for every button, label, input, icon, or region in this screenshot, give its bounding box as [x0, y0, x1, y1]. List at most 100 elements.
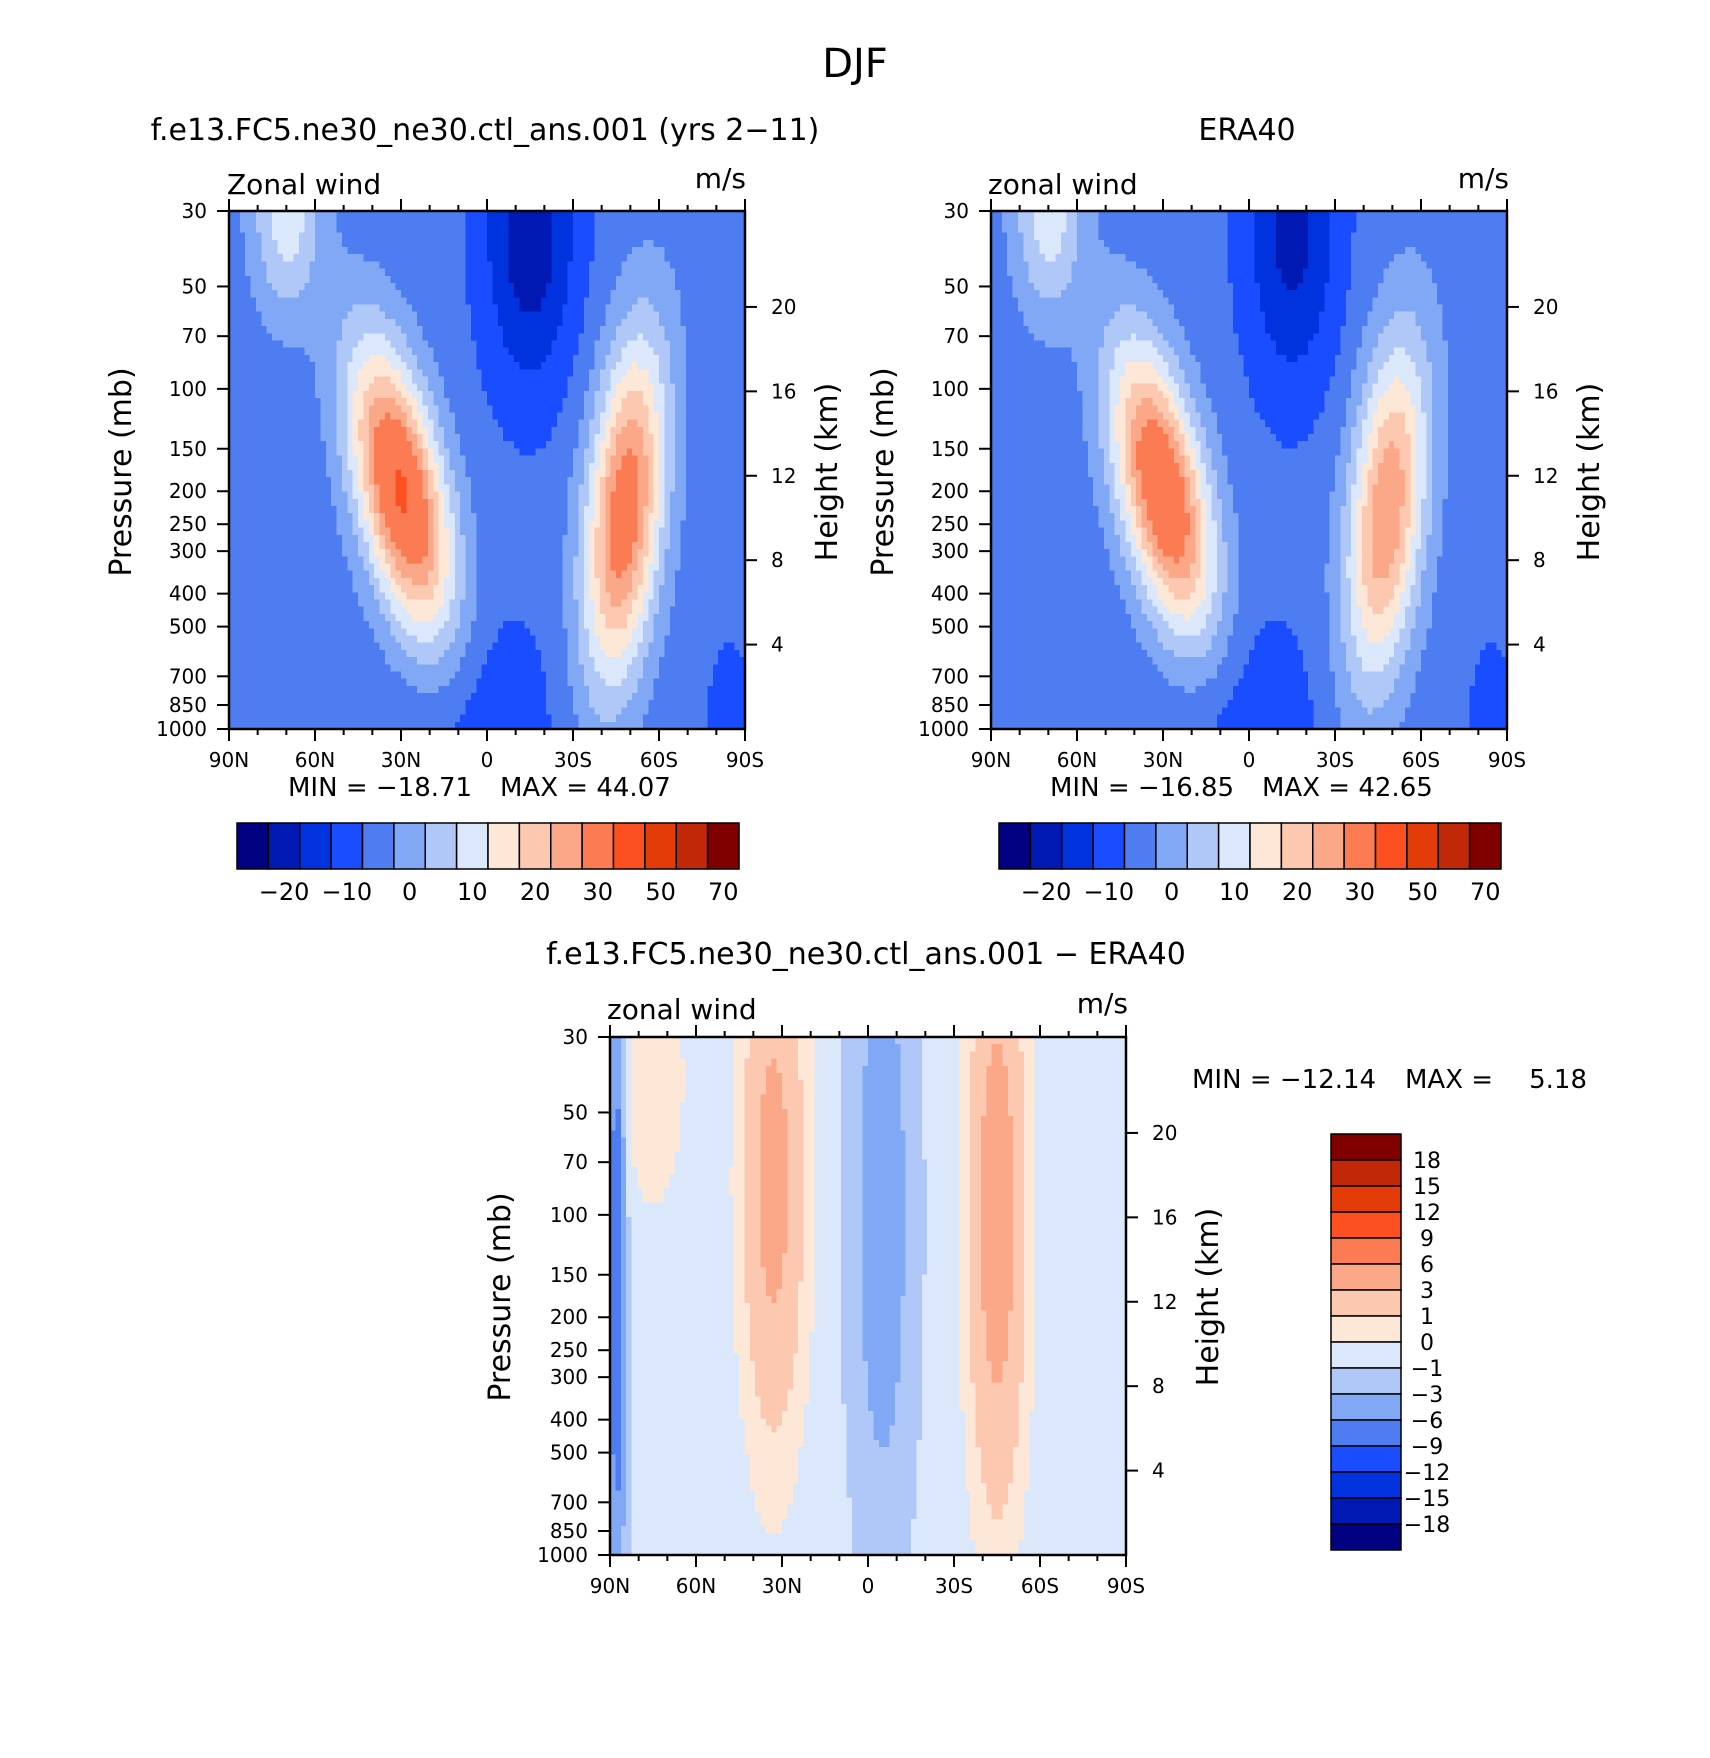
panel-difference-title: f.e13.FC5.ne30_ne30.ctl_ans.001 − ERA40: [546, 937, 1186, 972]
colorbar-swatch: [1331, 1342, 1401, 1368]
y-tick-label: 200: [550, 1305, 588, 1329]
colorbar-label: 3: [1420, 1279, 1434, 1304]
colorbar-label: −15: [1404, 1487, 1450, 1512]
y-tick-label: 300: [931, 539, 969, 563]
colorbar-swatch: [1331, 1420, 1401, 1446]
colorbar-swatch: [268, 823, 299, 869]
height-tick-label: 4: [771, 633, 784, 657]
panel-model-title: f.e13.FC5.ne30_ne30.ctl_ans.001 (yrs 2−1…: [151, 113, 820, 148]
colorbar-swatch: [1331, 1316, 1401, 1342]
y-tick-label: 30: [563, 1025, 588, 1049]
colorbar-swatch: [425, 823, 456, 869]
panel-difference-ylabel-right: Height (km): [1191, 1208, 1226, 1387]
colorbar-label: −3: [1411, 1383, 1443, 1408]
x-tick-label: 30N: [762, 1574, 802, 1598]
colorbar-label: −20: [259, 878, 310, 906]
colorbar-label: 20: [520, 878, 551, 906]
panel-model-ylabel-right: Height (km): [810, 383, 845, 562]
panel-era40-ylabel: Pressure (mb): [866, 367, 901, 576]
panel-era40-units: m/s: [1458, 162, 1509, 195]
x-tick-label: 60S: [1402, 748, 1440, 772]
colorbar-label: −1: [1411, 1357, 1443, 1382]
y-tick-label: 500: [169, 615, 207, 639]
y-tick-label: 300: [169, 539, 207, 563]
colorbar-swatch: [645, 823, 676, 869]
panel-era40-title: ERA40: [1198, 113, 1295, 148]
colorbar-swatch: [1331, 1186, 1401, 1212]
colorbar-swatch: [1331, 1264, 1401, 1290]
colorbar-swatch: [1062, 823, 1093, 869]
y-tick-label: 50: [182, 274, 207, 298]
colorbar-label: 18: [1413, 1149, 1441, 1174]
colorbar-swatch: [1331, 1160, 1401, 1186]
colorbar-swatch: [331, 823, 362, 869]
colorbar-swatch: [1331, 1134, 1401, 1160]
colorbar-swatch: [1331, 1212, 1401, 1238]
y-tick-label: 500: [550, 1441, 588, 1465]
colorbar-swatch: [1093, 823, 1124, 869]
colorbar-swatch: [1187, 823, 1218, 869]
colorbar-label: −10: [321, 878, 372, 906]
y-tick-label: 700: [931, 664, 969, 688]
y-tick-label: 1000: [156, 717, 207, 741]
y-tick-label: 150: [931, 437, 969, 461]
colorbar-swatch: [1281, 823, 1312, 869]
x-tick-label: 60S: [1021, 1574, 1059, 1598]
height-tick-label: 16: [1533, 379, 1558, 403]
y-tick-label: 400: [550, 1408, 588, 1432]
panel-era40-ylabel-right: Height (km): [1572, 383, 1607, 562]
y-tick-label: 1000: [537, 1543, 588, 1567]
height-tick-label: 20: [1533, 295, 1558, 319]
y-tick-label: 700: [550, 1490, 588, 1514]
colorbar-swatch: [1331, 1368, 1401, 1394]
colorbar-label: −10: [1083, 878, 1134, 906]
colorbar-label: 0: [1164, 878, 1179, 906]
colorbar-label: 12: [1413, 1201, 1441, 1226]
colorbar-swatch: [1125, 823, 1156, 869]
y-tick-label: 250: [931, 512, 969, 536]
x-tick-label: 60S: [640, 748, 678, 772]
y-tick-label: 70: [563, 1150, 588, 1174]
panel-difference: f.e13.FC5.ne30_ne30.ctl_ans.001 − ERA40 …: [483, 937, 1587, 1598]
colorbar-swatch: [1376, 823, 1407, 869]
colorbar-label: 30: [583, 878, 614, 906]
colorbar-swatch: [551, 823, 582, 869]
colorbar-label: −9: [1411, 1435, 1443, 1460]
colorbar-label: 15: [1413, 1175, 1441, 1200]
colorbar-label: 70: [708, 878, 739, 906]
panel-difference-max-label: MAX =: [1405, 1065, 1493, 1095]
colorbar-swatch: [1331, 1394, 1401, 1420]
height-tick-label: 12: [771, 464, 796, 488]
colorbar-swatch: [582, 823, 613, 869]
height-tick-label: 8: [771, 548, 784, 572]
y-tick-label: 30: [182, 199, 207, 223]
y-tick-label: 700: [169, 664, 207, 688]
panel-difference-min-label: MIN = −12.14: [1192, 1065, 1376, 1095]
y-tick-label: 400: [931, 582, 969, 606]
colorbar-swatch: [363, 823, 394, 869]
panel-model-ylabel: Pressure (mb): [104, 367, 139, 576]
colorbar-label: 50: [1407, 878, 1438, 906]
x-tick-label: 60N: [676, 1574, 716, 1598]
x-tick-label: 90S: [726, 748, 764, 772]
y-tick-label: 400: [169, 582, 207, 606]
colorbar-swatch: [1344, 823, 1375, 869]
panel-era40-left-label: zonal wind: [988, 168, 1138, 201]
colorbar-label: 6: [1420, 1253, 1434, 1278]
x-tick-label: 90N: [209, 748, 249, 772]
colorbar-label: 0: [1420, 1331, 1434, 1356]
x-tick-label: 30S: [935, 1574, 973, 1598]
x-tick-label: 60N: [295, 748, 335, 772]
height-tick-label: 20: [771, 295, 796, 319]
colorbar-swatch: [1331, 1446, 1401, 1472]
x-tick-label: 90N: [590, 1574, 630, 1598]
contour-fill: [610, 1037, 1127, 1556]
height-tick-label: 16: [1152, 1205, 1177, 1229]
x-tick-label: 30N: [1143, 748, 1183, 772]
